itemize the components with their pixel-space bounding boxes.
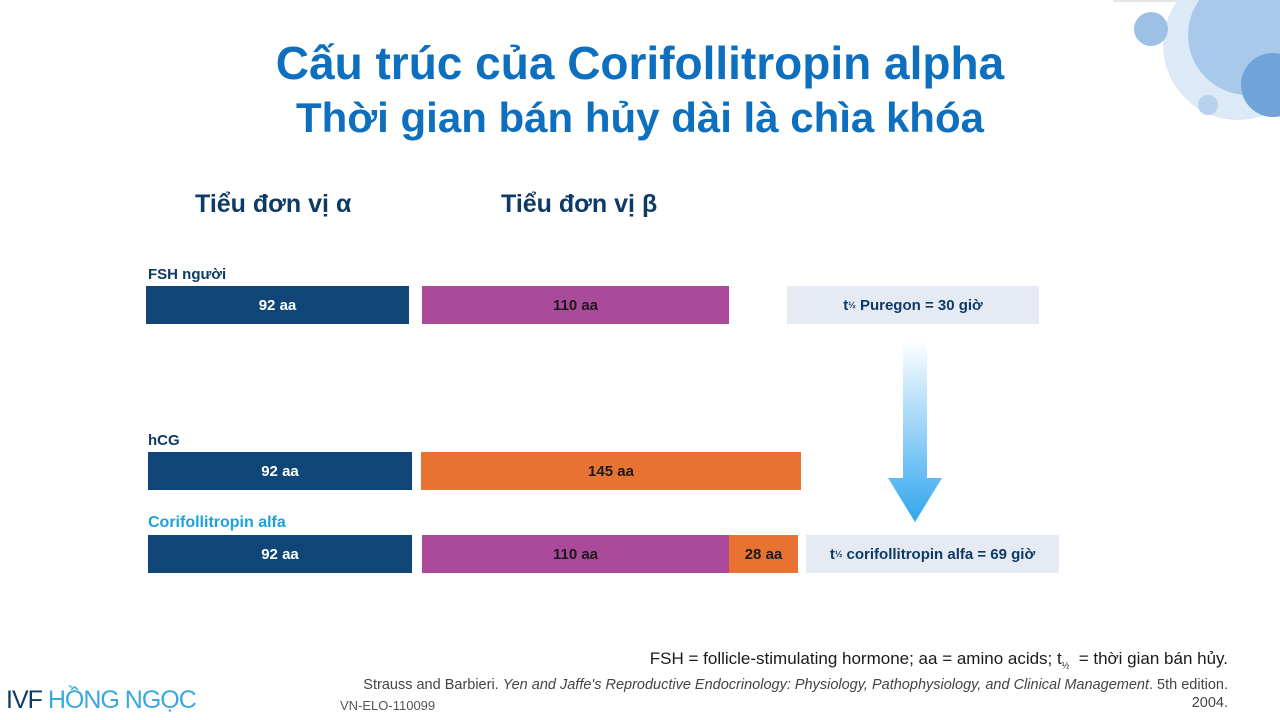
column-header: Tiểu đơn vị β bbox=[501, 190, 658, 218]
ctp-segment: 28 aa bbox=[729, 535, 798, 573]
text: . 5th edition. 2004. bbox=[1149, 677, 1228, 711]
beta-segment: 145 aa bbox=[421, 452, 801, 490]
reference: Strauss and Barbieri. Yen and Jaffe's Re… bbox=[328, 676, 1228, 712]
text: ½ bbox=[1061, 660, 1070, 671]
arrow bbox=[888, 340, 942, 522]
row-label: hCG bbox=[148, 432, 180, 449]
row-label: FSH người bbox=[148, 266, 227, 283]
code: VN-ELO-110099 bbox=[340, 698, 436, 713]
footnote: FSH = follicle-stimulating hormone; aa =… bbox=[650, 649, 1228, 670]
text: t bbox=[843, 296, 849, 314]
text: ½ bbox=[834, 549, 843, 559]
alpha-segment: 92 aa bbox=[148, 535, 412, 573]
beta-segment: 110 aa bbox=[422, 535, 729, 573]
text: Yen and Jaffe's Reproductive Endocrinolo… bbox=[502, 677, 1149, 693]
text: t bbox=[829, 545, 835, 563]
text: ½ bbox=[848, 300, 856, 310]
text: corifollitropin alfa = 69 giờ bbox=[842, 545, 1036, 563]
column-header: Tiểu đơn vị α bbox=[195, 190, 352, 218]
alpha-segment: 92 aa bbox=[148, 452, 412, 490]
text: Strauss and Barbieri. bbox=[363, 677, 503, 693]
text: FSH = follicle-stimulating hormone; aa =… bbox=[649, 649, 1062, 668]
subtitle: Thời gian bán hủy dài là chìa khóa bbox=[296, 94, 984, 141]
alpha-segment: 92 aa bbox=[146, 286, 409, 324]
row-label: Corifollitropin alfa bbox=[148, 514, 286, 531]
text: = thời gian bán hủy. bbox=[1069, 649, 1228, 668]
logo: IVF HỒNG NGỌC bbox=[6, 686, 197, 715]
text: IVF bbox=[6, 686, 48, 714]
text: Puregon = 30 giờ bbox=[855, 296, 983, 314]
beta-segment: 110 aa bbox=[422, 286, 729, 324]
decoration bbox=[1113, 0, 1280, 120]
title: Cấu trúc của Corifollitropin alpha bbox=[275, 37, 1005, 89]
text: HỒNG NGỌC bbox=[47, 686, 197, 714]
